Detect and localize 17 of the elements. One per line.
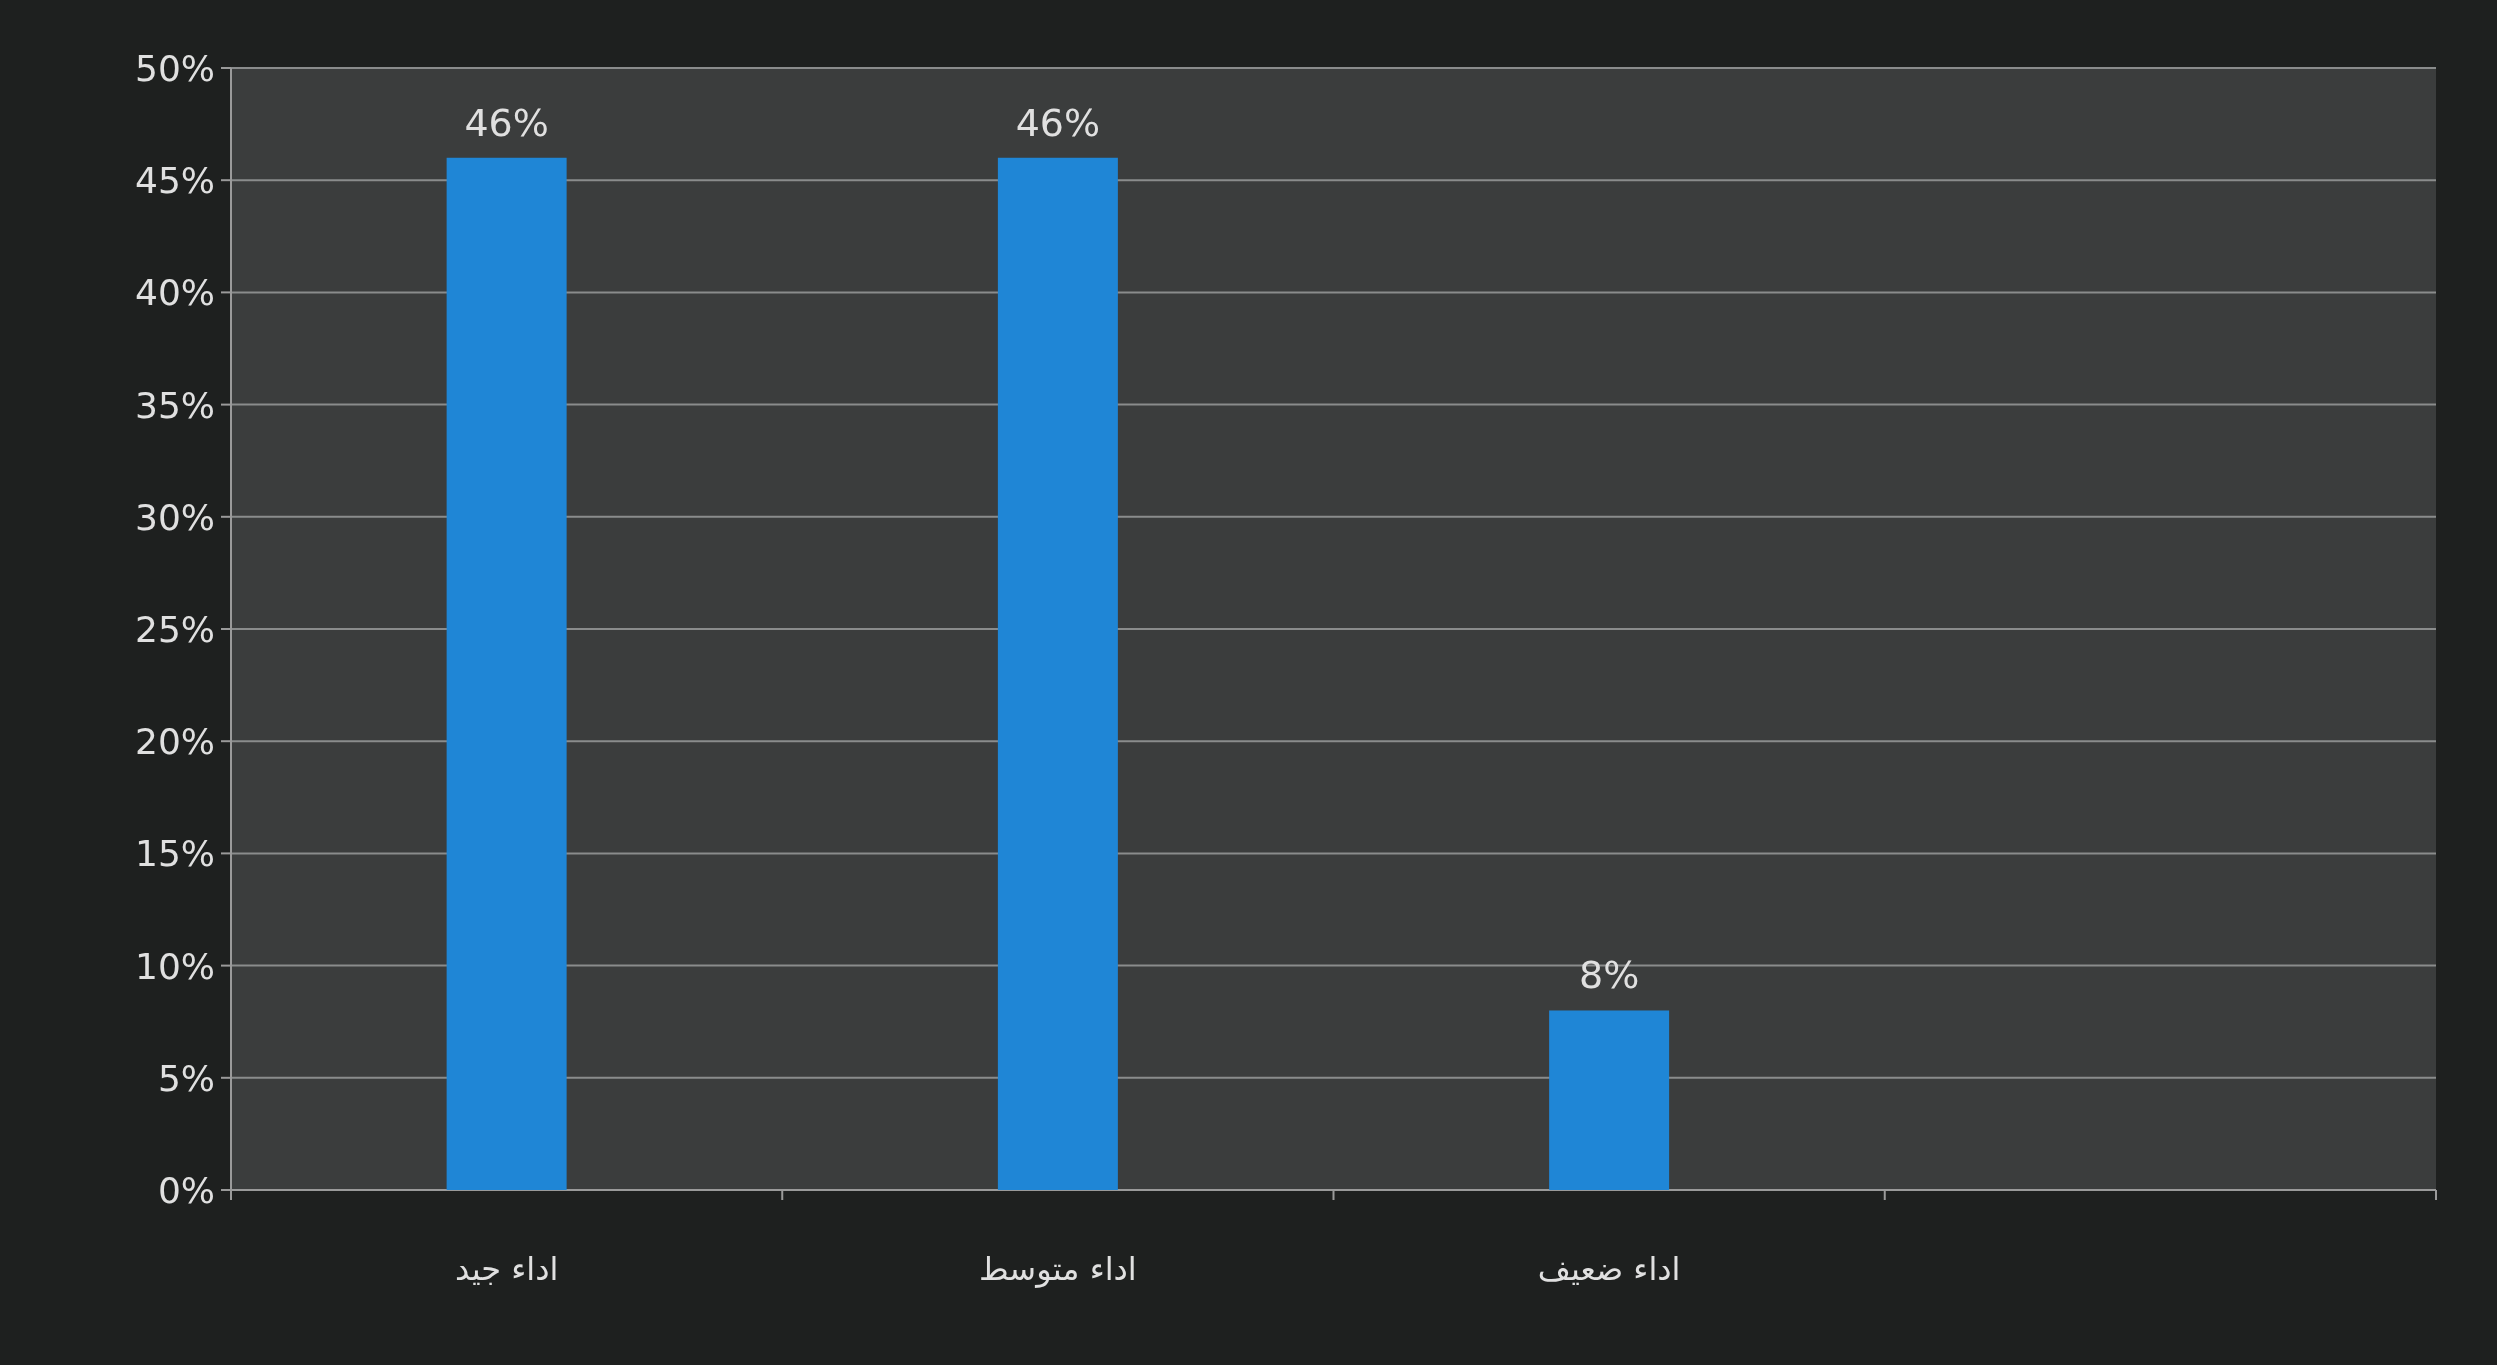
ytick: 30% [135,496,215,538]
ytick: 40% [135,272,215,314]
ytick: 35% [135,384,215,426]
ytick: 50% [135,48,215,89]
data-label: 46% [1015,100,1101,145]
data-label: 8% [1579,953,1640,998]
ytick: 0% [157,1170,215,1211]
ytick: 15% [135,833,215,875]
ytick: 20% [135,721,215,763]
xtick: اداء ضعيف [1537,1250,1681,1288]
ytick: 10% [135,945,215,987]
xtick: اداء متوسط [979,1250,1137,1288]
ytick: 25% [135,609,215,650]
ytick: 45% [135,160,215,202]
xtick: اداء جيد [454,1250,559,1288]
ytick: 5% [157,1057,215,1099]
data-label: 46% [464,100,549,145]
